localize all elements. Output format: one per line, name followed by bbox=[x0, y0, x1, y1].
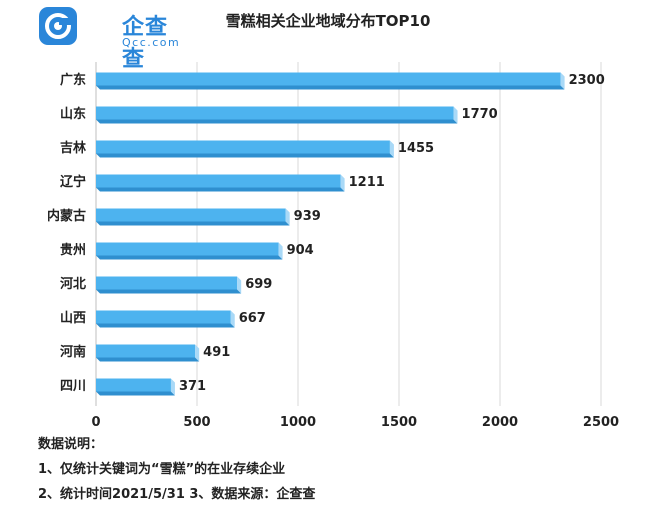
bar bbox=[96, 378, 171, 392]
notes-line-2: 2、统计时间2021/5/31 3、数据来源：企查查 bbox=[38, 487, 316, 502]
bar bbox=[96, 174, 341, 188]
bar-end-face bbox=[453, 106, 458, 124]
x-tick-label: 1000 bbox=[280, 415, 316, 430]
notes-heading: 数据说明： bbox=[38, 437, 104, 452]
bar-end-face bbox=[285, 208, 290, 226]
bar-bottom-face bbox=[96, 391, 175, 396]
category-label: 河南 bbox=[60, 344, 86, 360]
bar-end-face bbox=[170, 378, 175, 396]
category-label: 吉林 bbox=[60, 140, 86, 156]
bar-bottom-face bbox=[96, 119, 458, 124]
x-tick-label: 2500 bbox=[583, 415, 619, 430]
value-label: 1770 bbox=[462, 107, 498, 122]
x-tick-label: 1500 bbox=[381, 415, 417, 430]
x-tick-label: 2000 bbox=[482, 415, 518, 430]
category-label: 贵州 bbox=[60, 242, 86, 258]
value-label: 1211 bbox=[349, 175, 385, 190]
chart-title: 雪糕相关企业地域分布TOP10 bbox=[225, 12, 431, 30]
bar bbox=[96, 106, 454, 120]
category-label: 河北 bbox=[60, 276, 86, 292]
bar-chart: 0 500 1000 1500 2000 2500 广东 2300 山东 1770 吉林 1455 辽宁… bbox=[47, 62, 619, 430]
bar-bottom-face bbox=[96, 255, 283, 260]
bar-bottom-face bbox=[96, 323, 235, 328]
x-tick-label: 500 bbox=[183, 415, 210, 430]
value-label: 939 bbox=[294, 209, 321, 224]
bar-bottom-face bbox=[96, 357, 200, 362]
bar-bottom-face bbox=[96, 221, 290, 226]
bar-bottom-face bbox=[96, 289, 242, 294]
bar bbox=[96, 208, 286, 222]
value-label: 491 bbox=[203, 345, 230, 360]
bar-end-face bbox=[389, 140, 394, 158]
bar bbox=[96, 276, 238, 290]
bar-end-face bbox=[560, 72, 565, 90]
value-label: 699 bbox=[245, 277, 272, 292]
value-label: 1455 bbox=[398, 141, 434, 156]
value-label: 2300 bbox=[569, 73, 605, 88]
bar bbox=[96, 344, 196, 358]
category-label: 内蒙古 bbox=[47, 208, 86, 224]
bar bbox=[96, 140, 390, 154]
notes-line-1: 1、仅统计关键词为“雪糕”的在业存续企业 bbox=[38, 462, 286, 477]
category-label: 辽宁 bbox=[60, 174, 86, 190]
bar-bottom-face bbox=[96, 85, 565, 90]
category-label: 四川 bbox=[60, 379, 86, 394]
category-label: 山东 bbox=[60, 106, 86, 122]
bar-end-face bbox=[278, 242, 283, 260]
bar-end-face bbox=[230, 310, 235, 328]
category-label: 广东 bbox=[60, 72, 86, 88]
logo-name-en: Qcc.com bbox=[122, 36, 181, 49]
value-label: 904 bbox=[287, 243, 314, 258]
qcc-logo-icon bbox=[39, 7, 77, 45]
bar-end-face bbox=[237, 276, 242, 294]
bar-bottom-face bbox=[96, 153, 394, 158]
bar-end-face bbox=[195, 344, 200, 362]
bar bbox=[96, 242, 279, 256]
value-label: 371 bbox=[179, 379, 206, 394]
x-tick-label: 0 bbox=[91, 415, 100, 430]
logo-name-zh: 企查查 bbox=[122, 15, 169, 72]
value-label: 667 bbox=[239, 311, 266, 326]
category-label: 山西 bbox=[60, 310, 86, 326]
bar-bottom-face bbox=[96, 187, 345, 192]
qcc-logo: 企查查 Qcc.com bbox=[38, 6, 181, 72]
bar bbox=[96, 72, 561, 86]
bar-end-face bbox=[340, 174, 345, 192]
bar bbox=[96, 310, 231, 324]
